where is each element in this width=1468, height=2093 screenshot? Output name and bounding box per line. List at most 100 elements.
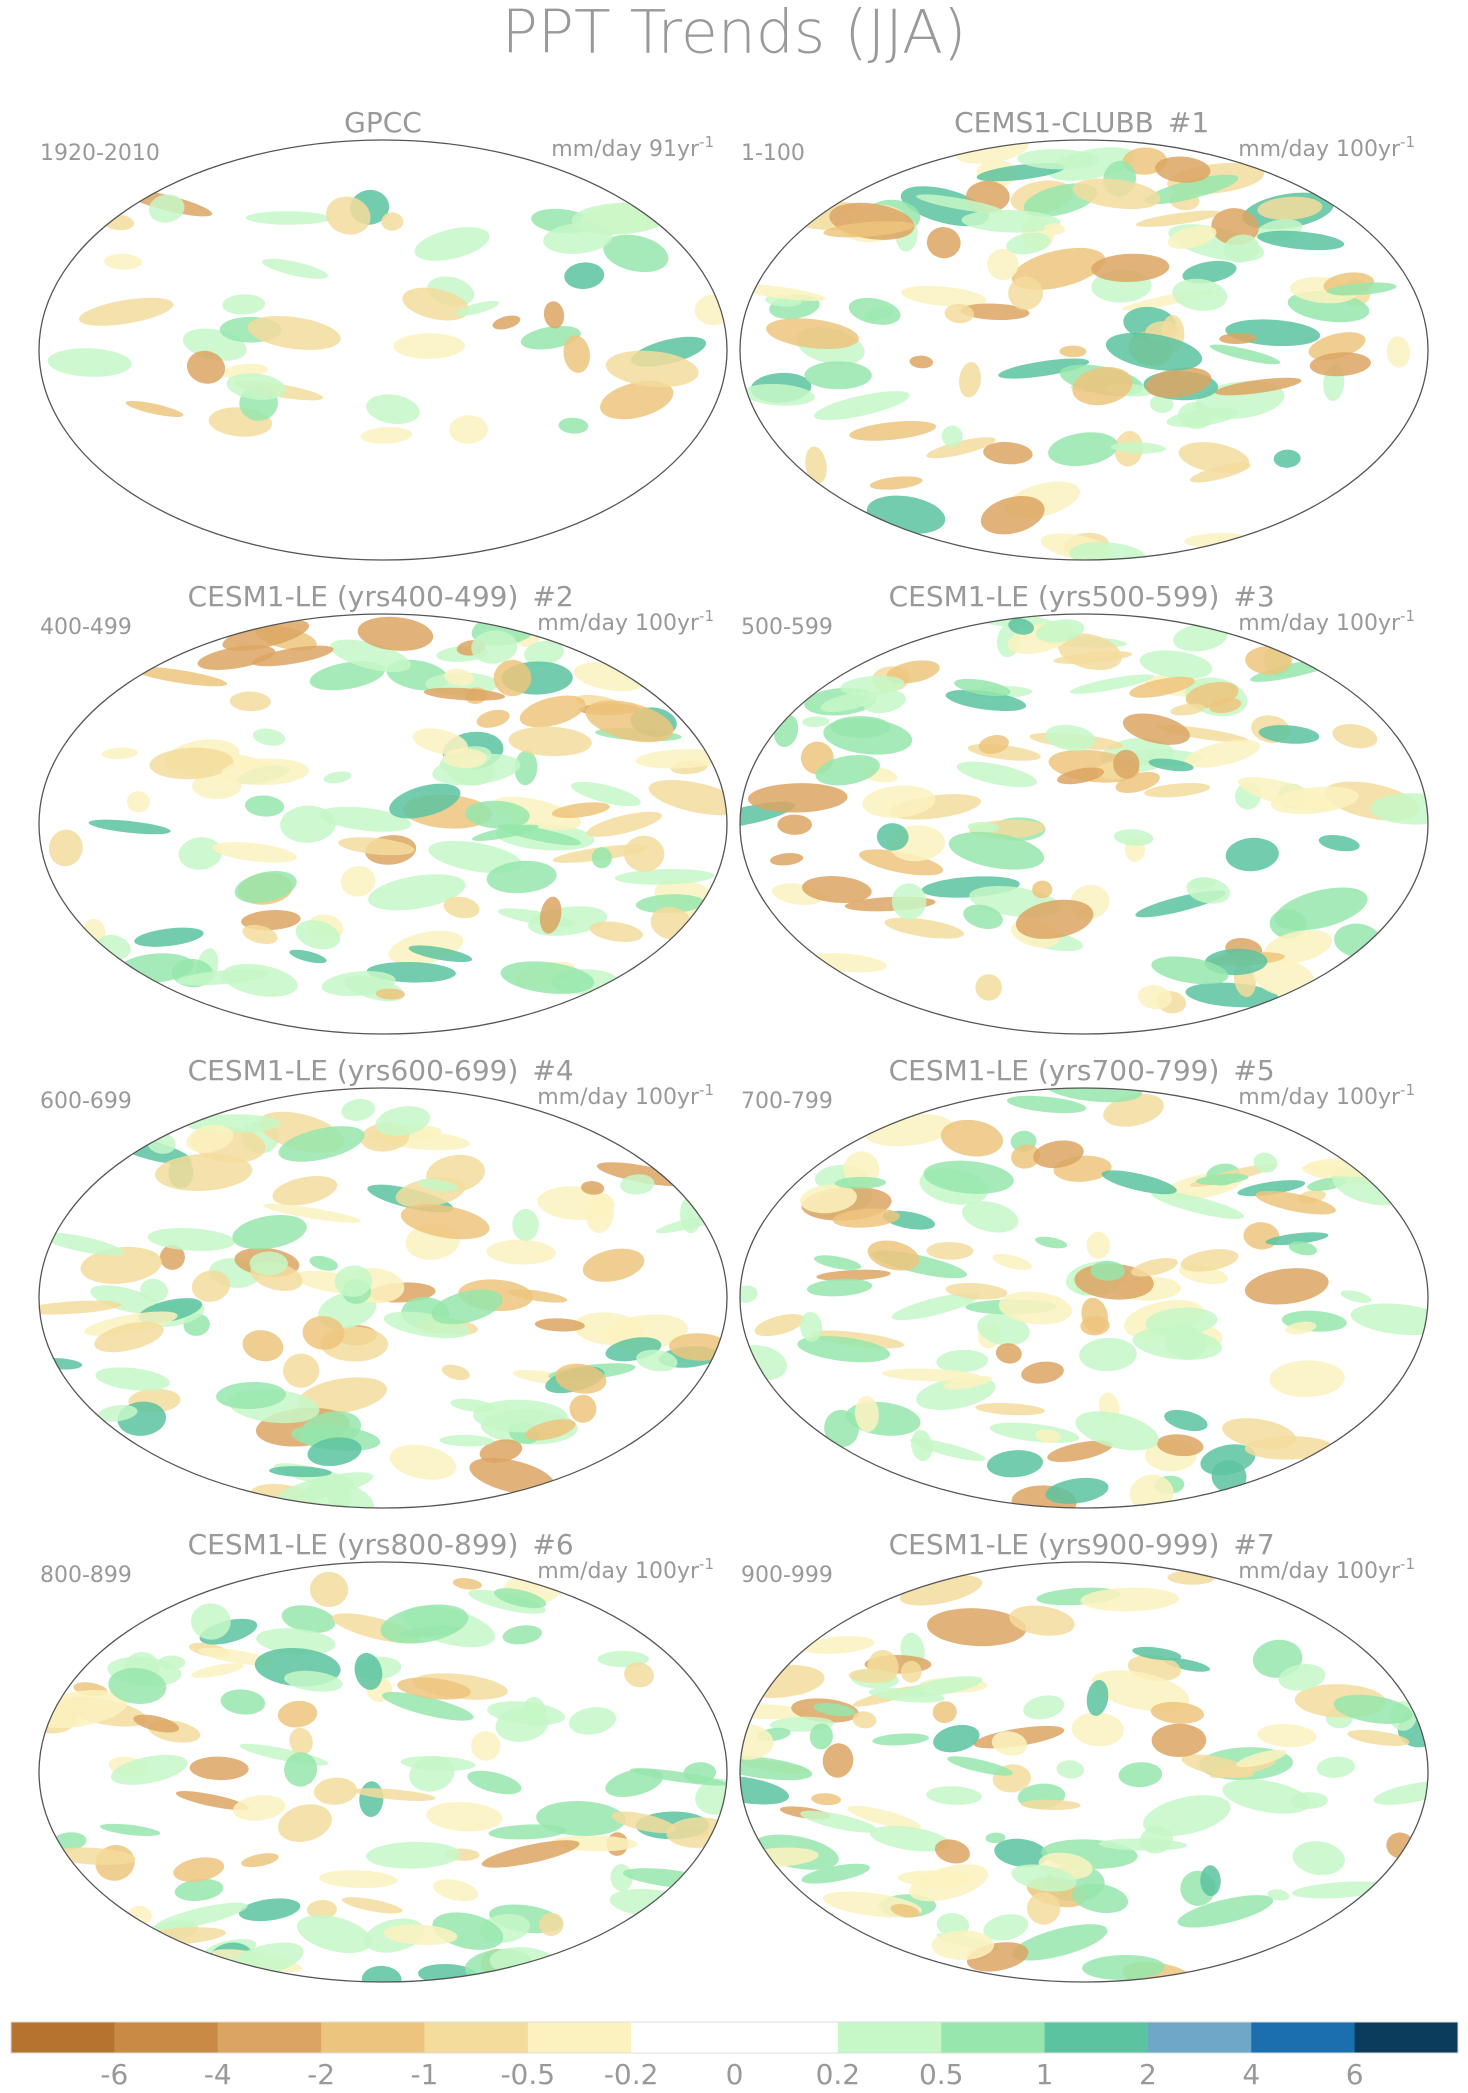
anomaly-patch (1079, 1337, 1137, 1372)
anomaly-patch (1211, 1460, 1247, 1493)
units-text: mm/day 100yr (537, 1559, 700, 1584)
anomaly-patch (1071, 1712, 1124, 1747)
anomaly-patch (909, 355, 934, 369)
anomaly-patch (1151, 956, 1229, 985)
anomaly-patch (244, 795, 285, 817)
anomaly-patch (247, 315, 341, 350)
anomaly-patch (822, 1743, 854, 1778)
anomaly-patch (573, 1312, 644, 1346)
anomaly-patch (980, 496, 1045, 535)
anomaly-patch (862, 785, 936, 818)
anomaly-patch (90, 1285, 162, 1314)
anomaly-patch (1244, 1268, 1329, 1305)
anomaly-patch (569, 1394, 597, 1423)
anomaly-patch (564, 262, 605, 289)
anomaly-patch (1332, 724, 1378, 749)
anomaly-patch (428, 840, 523, 874)
anomaly-patch (936, 1349, 989, 1373)
anomaly-patch (983, 441, 1033, 465)
anomaly-patch (1255, 1190, 1336, 1215)
anomaly-patch (994, 1838, 1048, 1868)
anomaly-patch (806, 1278, 873, 1297)
anomaly-patch (1139, 650, 1213, 679)
anomaly-patch (832, 1208, 900, 1228)
anomaly-patch (289, 1727, 313, 1756)
anomaly-patch (852, 1711, 877, 1729)
anomaly-patch (1035, 1429, 1061, 1443)
anomaly-patch (539, 896, 562, 934)
anomaly-patch (1316, 1756, 1355, 1778)
anomaly-patch (216, 1381, 287, 1410)
anomaly-patch (1035, 1236, 1068, 1249)
anomaly-patch (283, 1353, 320, 1388)
anomaly-patch (241, 1853, 279, 1868)
colorbar-label: 6 (1346, 2058, 1364, 2091)
anomaly-patch (986, 1450, 1044, 1478)
anomaly-patch (543, 301, 565, 329)
anomaly-patch (1045, 1477, 1109, 1504)
anomaly-patch (694, 294, 727, 326)
anomaly-patch (605, 1768, 664, 1798)
anomaly-patch (126, 791, 150, 813)
anomaly-patch (222, 619, 310, 651)
anomaly-patch (1219, 332, 1257, 345)
anomaly-patch (985, 1832, 1006, 1844)
anomaly-patch (975, 974, 1002, 1001)
anomaly-patch (581, 1181, 605, 1195)
anomaly-patch (1333, 1694, 1413, 1724)
anomaly-patch (1059, 345, 1087, 358)
units-text: mm/day 100yr (1238, 1559, 1401, 1584)
anomaly-patch (940, 1119, 1004, 1157)
anomaly-patch (341, 1897, 403, 1914)
anomaly-patch (1288, 1241, 1318, 1256)
anomaly-patch (1273, 449, 1301, 468)
anomaly-patch (175, 1791, 250, 1811)
anomaly-patch (884, 917, 964, 939)
anomaly-patch (1167, 225, 1217, 249)
anomaly-patch (133, 1714, 180, 1733)
anomaly-patch (400, 1204, 490, 1240)
anomaly-patch (942, 1375, 993, 1390)
map-panel (38, 1561, 728, 1983)
anomaly-patch (944, 303, 975, 324)
anomaly-patch (140, 1278, 168, 1303)
anomaly-patch (234, 870, 297, 903)
anomaly-patch (1223, 234, 1260, 263)
panel-units: mm/day 100yr-1 (1238, 607, 1415, 637)
anomaly-patch (1278, 1663, 1326, 1691)
anomaly-patch (1200, 1865, 1221, 1897)
anomaly-patch (443, 896, 480, 919)
units-text: mm/day 100yr (1238, 137, 1401, 162)
anomaly-patch (824, 1409, 859, 1448)
anomaly-patch (402, 287, 470, 321)
anomaly-patch (414, 227, 490, 261)
anomaly-patch (1185, 982, 1279, 1008)
anomaly-patch (1086, 1231, 1111, 1259)
anomaly-patch (263, 1203, 362, 1223)
anomaly-patch (977, 1313, 1030, 1346)
anomaly-patch (252, 728, 286, 746)
anomaly-patch (493, 659, 532, 697)
anomaly-patch (923, 1160, 1014, 1194)
panel-number: #1 (1168, 106, 1209, 139)
map-outline (739, 139, 1429, 561)
anomaly-patch (740, 1775, 790, 1805)
anomaly-patch (486, 860, 557, 894)
anomaly-patch (127, 1905, 152, 1926)
anomaly-patch (1129, 676, 1195, 698)
anomaly-patch (777, 814, 812, 835)
map-outline (38, 1561, 728, 1983)
anomaly-patch (1165, 1325, 1206, 1360)
colorbar-box (837, 2022, 942, 2053)
anomaly-patch (1012, 1924, 1108, 1961)
map-field (740, 1088, 1428, 1508)
anomaly-patch (1327, 282, 1397, 296)
anomaly-patch (375, 1106, 431, 1136)
anomaly-patch (148, 194, 185, 223)
units-sup: -1 (699, 1081, 714, 1099)
anomaly-patch (571, 781, 641, 807)
anomaly-patch (534, 1318, 585, 1332)
anomaly-patch (802, 716, 830, 728)
anomaly-patch (1236, 1749, 1287, 1768)
colorbar-label: -0.2 (604, 2058, 659, 2091)
